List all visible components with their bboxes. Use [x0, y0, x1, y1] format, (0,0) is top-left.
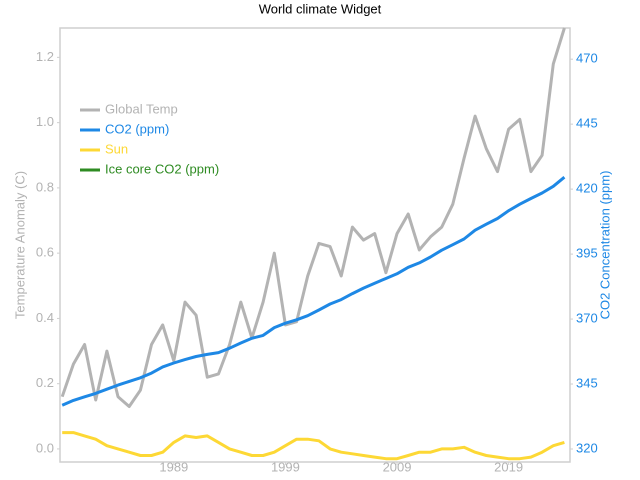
y-tick-label: 0.0 [36, 440, 54, 455]
y-tick-label: 0.4 [36, 310, 54, 325]
series-line [62, 431, 565, 461]
legend-label: Global Temp [105, 101, 178, 116]
x-tick-label: 2009 [383, 459, 412, 474]
x-tick-label: 2019 [494, 459, 523, 474]
y-tick-label: 0.2 [36, 375, 54, 390]
series-line [61, 176, 566, 407]
y-axis-label: Temperature Anomaly (C) [12, 171, 27, 319]
y-tick-label: 0.8 [36, 179, 54, 194]
plot-frame [59, 27, 571, 463]
legend-label: Ice core CO2 (ppm) [105, 161, 219, 176]
y2-axis-label: CO2 Concentration (ppm) [597, 171, 612, 320]
y2-tick-label: 470 [576, 51, 598, 66]
y2-tick-label: 370 [576, 311, 598, 326]
chart-title: World climate Widget [259, 1, 382, 16]
y2-tick-label: 345 [576, 375, 598, 390]
y2-tick-label: 320 [576, 440, 598, 455]
legend-label: CO2 (ppm) [105, 121, 169, 136]
legend-label: Sun [105, 141, 128, 156]
y2-tick-label: 395 [576, 246, 598, 261]
y-tick-label: 1.2 [36, 49, 54, 64]
series-line [60, 27, 566, 408]
y2-tick-label: 445 [576, 116, 598, 131]
x-tick-label: 1999 [271, 459, 300, 474]
y-tick-label: 1.0 [36, 114, 54, 129]
x-tick-label: 1989 [159, 459, 188, 474]
y2-tick-label: 420 [576, 181, 598, 196]
y-tick-label: 0.6 [36, 245, 54, 260]
